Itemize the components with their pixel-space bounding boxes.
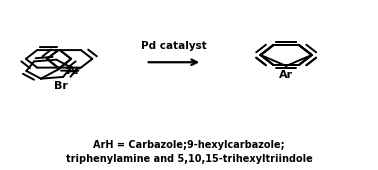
Text: Ar: Ar — [279, 70, 293, 80]
Text: ArH = Carbazole;9-hexylcarbazole;: ArH = Carbazole;9-hexylcarbazole; — [93, 140, 285, 150]
Text: Pd catalyst: Pd catalyst — [141, 41, 207, 51]
Text: Br: Br — [54, 81, 68, 91]
Text: triphenylamine and 5,10,15-trihexyltriindole: triphenylamine and 5,10,15-trihexyltriin… — [66, 154, 312, 164]
Text: Ar: Ar — [67, 66, 82, 76]
